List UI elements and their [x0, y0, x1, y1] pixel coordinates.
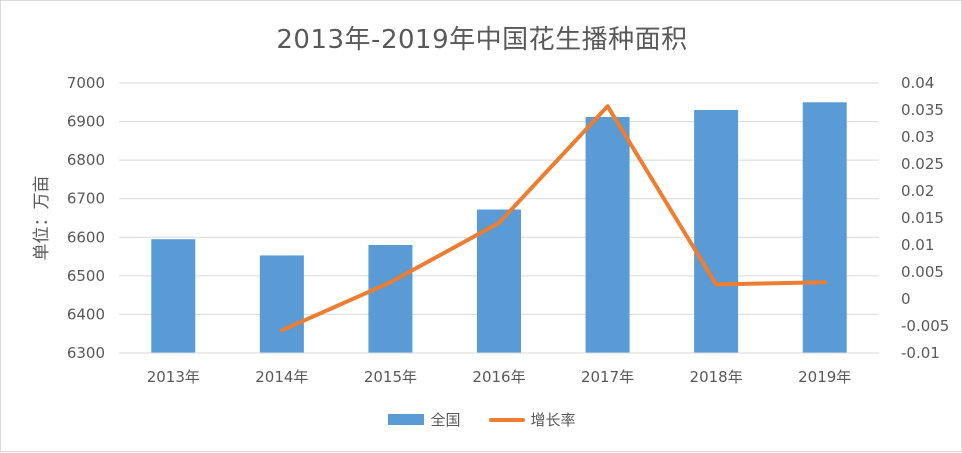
bar	[802, 102, 847, 354]
y2-tick-label: 0.04	[901, 74, 934, 92]
y2-tick-label: 0.02	[901, 182, 934, 200]
y-tick-label: 7000	[67, 74, 105, 92]
y-tick-label: 6600	[67, 228, 105, 246]
x-tick-label: 2013年	[147, 368, 200, 386]
x-tick-label: 2015年	[364, 368, 417, 386]
y2-tick-label: -0.01	[901, 344, 940, 362]
legend-item-line: 增长率	[488, 409, 576, 430]
chart-title: 2013年-2019年中国花生播种面积	[276, 25, 688, 55]
legend-swatch-bars	[388, 414, 425, 425]
y2-tick-label: 0.005	[901, 263, 944, 281]
legend-label-line: 增长率	[530, 411, 576, 429]
y-axis-title: 单位：万亩	[32, 176, 52, 261]
y2-tick-label: 0	[901, 290, 911, 308]
y-tick-label: 6500	[67, 267, 105, 285]
y-tick-label: 6300	[67, 344, 105, 362]
legend-item-bars: 全国	[388, 409, 461, 430]
y-tick-label: 6800	[67, 151, 105, 169]
bar	[368, 245, 413, 353]
legend-label-bars: 全国	[430, 411, 461, 429]
y-tick-label: 6700	[67, 190, 105, 208]
legend: 全国 增长率	[1, 409, 962, 430]
x-tick-label: 2016年	[472, 368, 525, 386]
y2-tick-label: -0.005	[901, 317, 949, 335]
y2-tick-label: 0.025	[901, 155, 944, 173]
y-tick-label: 6400	[67, 305, 105, 323]
legend-swatch-line	[488, 417, 525, 422]
bar	[585, 116, 630, 353]
y2-tick-label: 0.035	[901, 101, 944, 119]
bar	[477, 209, 521, 353]
bar	[694, 110, 739, 353]
y2-tick-label: 0.015	[901, 209, 944, 227]
x-tick-label: 2017年	[581, 368, 634, 386]
x-tick-label: 2019年	[798, 368, 851, 386]
x-tick-label: 2018年	[690, 368, 743, 386]
bar	[259, 255, 304, 353]
line-series-growth-rate	[279, 104, 827, 333]
x-tick-label: 2014年	[255, 368, 308, 386]
bar	[151, 239, 196, 353]
y2-tick-label: 0.01	[901, 236, 934, 254]
y-tick-label: 6900	[67, 113, 105, 131]
y2-tick-label: 0.03	[901, 128, 934, 146]
